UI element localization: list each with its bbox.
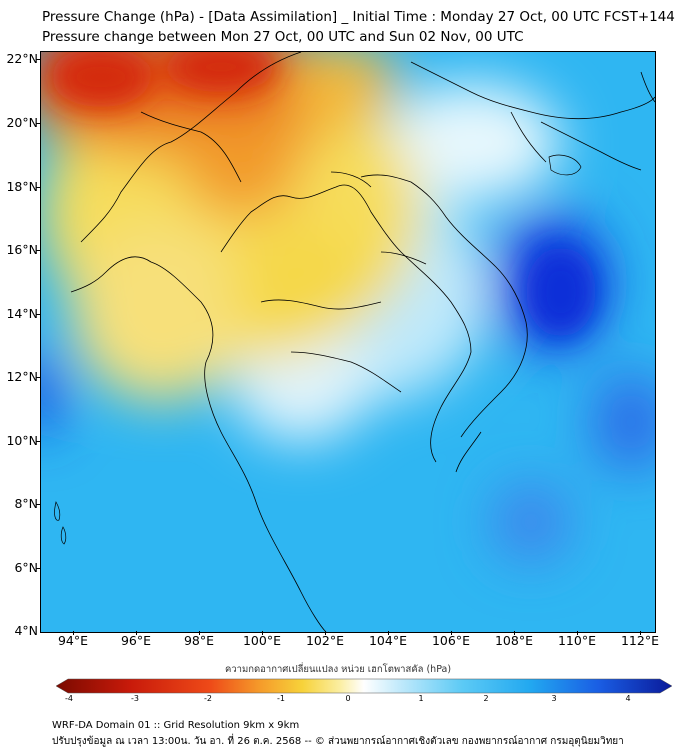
lon-tick bbox=[577, 631, 578, 635]
lat-tick bbox=[36, 187, 41, 188]
colorbar-label-minus1: -1 bbox=[277, 694, 285, 703]
lat-label-22n: 22°N bbox=[6, 51, 38, 66]
lon-tick bbox=[325, 631, 326, 635]
lat-tick bbox=[36, 250, 41, 251]
colorbar bbox=[56, 678, 672, 694]
lon-tick bbox=[451, 631, 452, 635]
lat-tick bbox=[36, 441, 41, 442]
lon-label-102e: 102°E bbox=[305, 633, 344, 648]
lat-label-8n: 8°N bbox=[14, 496, 38, 511]
colorbar-label-4: 4 bbox=[625, 694, 631, 703]
lon-label-108e: 108°E bbox=[494, 633, 533, 648]
lat-tick bbox=[36, 59, 41, 60]
colorbar-label-3: 3 bbox=[551, 694, 557, 703]
lat-label-14n: 14°N bbox=[6, 306, 38, 321]
footer-model-info: WRF-DA Domain 01 :: Grid Resolution 9km … bbox=[52, 720, 300, 731]
lon-tick bbox=[514, 631, 515, 635]
colorbar-label-minus2: -2 bbox=[204, 694, 212, 703]
lat-tick bbox=[36, 123, 41, 124]
colorbar-strip bbox=[56, 678, 672, 694]
lat-label-10n: 10°N bbox=[6, 433, 38, 448]
lat-label-20n: 20°N bbox=[6, 115, 38, 130]
lat-tick bbox=[36, 568, 41, 569]
lon-label-104e: 104°E bbox=[368, 633, 407, 648]
lon-label-100e: 100°E bbox=[242, 633, 281, 648]
colorbar-label-2: 2 bbox=[483, 694, 489, 703]
lon-label-96e: 96°E bbox=[120, 633, 152, 648]
lon-label-112e: 112°E bbox=[620, 633, 659, 648]
lon-tick bbox=[73, 631, 74, 635]
lat-tick bbox=[36, 314, 41, 315]
lon-label-98e: 98°E bbox=[183, 633, 215, 648]
map-canvas bbox=[41, 52, 655, 632]
lat-label-12n: 12°N bbox=[6, 369, 38, 384]
footer-credit: ปรับปรุงข้อมูล ณ เวลา 13:00น. วัน อา. ที… bbox=[52, 736, 624, 747]
lat-label-6n: 6°N bbox=[14, 560, 38, 575]
colorbar-title: ความกดอากาศเปลี่ยนแปลง หน่วย เฮกโตพาสคัล… bbox=[224, 664, 452, 675]
lat-tick bbox=[36, 504, 41, 505]
colorbar-label-minus4: -4 bbox=[65, 694, 73, 703]
lat-tick bbox=[36, 377, 41, 378]
colorbar-label-1: 1 bbox=[418, 694, 424, 703]
country-borders bbox=[70, 52, 655, 632]
lat-label-18n: 18°N bbox=[6, 179, 38, 194]
colorbar-label-0: 0 bbox=[345, 694, 351, 703]
lon-label-110e: 110°E bbox=[557, 633, 596, 648]
lon-label-94e: 94°E bbox=[57, 633, 89, 648]
map-title: Pressure Change (hPa) - [Data Assimilati… bbox=[42, 9, 675, 25]
lon-tick bbox=[199, 631, 200, 635]
lon-tick bbox=[640, 631, 641, 635]
lat-label-16n: 16°N bbox=[6, 242, 38, 257]
lon-tick bbox=[262, 631, 263, 635]
colorbar-label-minus3: -3 bbox=[131, 694, 139, 703]
pressure-change-map bbox=[40, 51, 656, 633]
map-subtitle: Pressure change between Mon 27 Oct, 00 U… bbox=[42, 29, 524, 45]
lon-label-106e: 106°E bbox=[431, 633, 470, 648]
lat-label-4n: 4°N bbox=[14, 623, 38, 638]
lon-tick bbox=[388, 631, 389, 635]
islands bbox=[54, 154, 582, 545]
lon-tick bbox=[136, 631, 137, 635]
